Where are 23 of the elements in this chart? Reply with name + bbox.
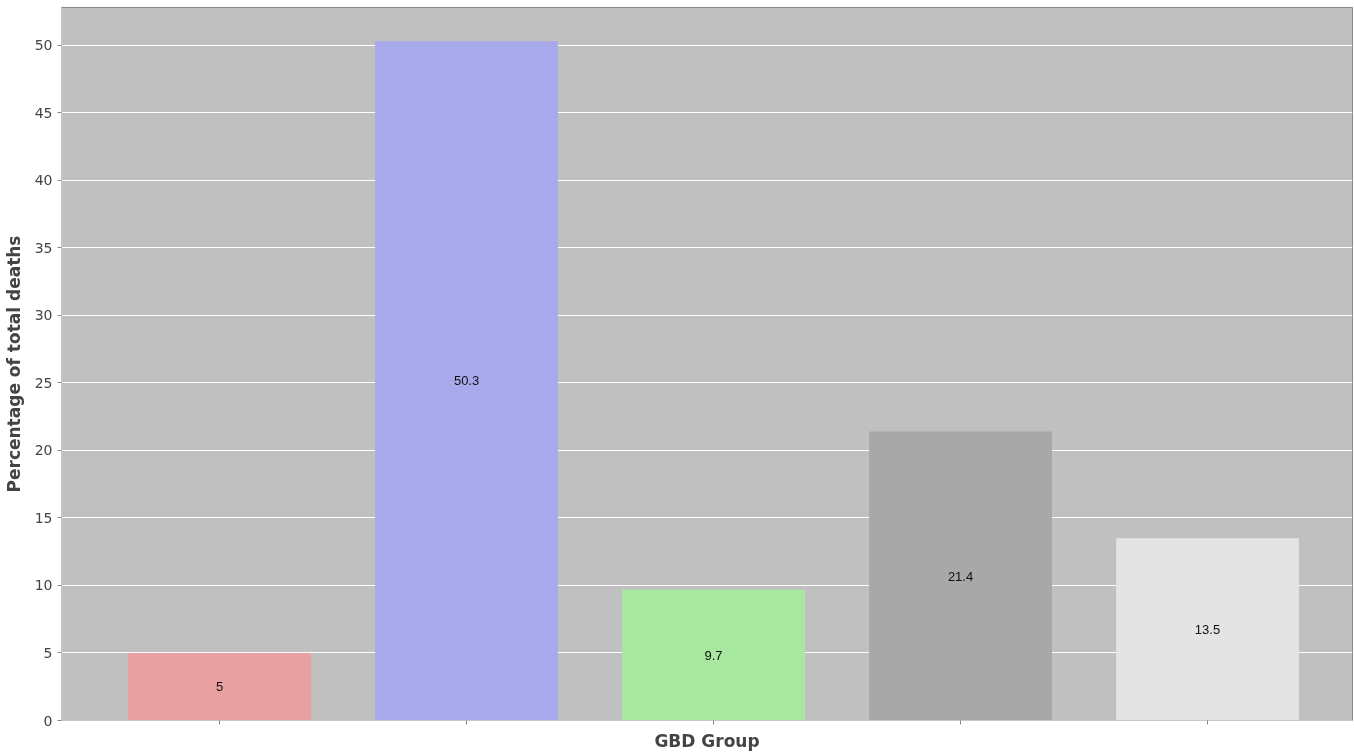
bar [869, 431, 1052, 721]
bar [622, 589, 805, 721]
y-tick-label: 20 [34, 442, 53, 459]
y-axis-title: Percentage of total deaths [3, 235, 24, 493]
y-tick-label: 5 [43, 644, 53, 661]
y-tick-label: 50 [34, 37, 53, 54]
y-tick-label: 15 [34, 509, 53, 526]
y-tick-label: 40 [34, 172, 53, 189]
y-tick-label: 30 [34, 307, 53, 324]
bar [375, 41, 558, 721]
data-label: 21.4 [947, 568, 974, 584]
bar [1116, 538, 1299, 721]
y-tick-label: 10 [34, 577, 53, 594]
data-label: 50.3 [453, 373, 480, 389]
y-tick-label: 0 [43, 712, 53, 729]
data-label: 5 [215, 679, 224, 695]
bar [128, 652, 311, 721]
y-tick-label: 25 [34, 374, 53, 391]
y-tick-label: 35 [34, 239, 53, 256]
y-tick-label: 45 [34, 104, 53, 121]
data-label: 9.7 [704, 647, 723, 663]
x-axis-title: GBD Group [654, 730, 760, 751]
data-label: 13.5 [1194, 621, 1221, 637]
